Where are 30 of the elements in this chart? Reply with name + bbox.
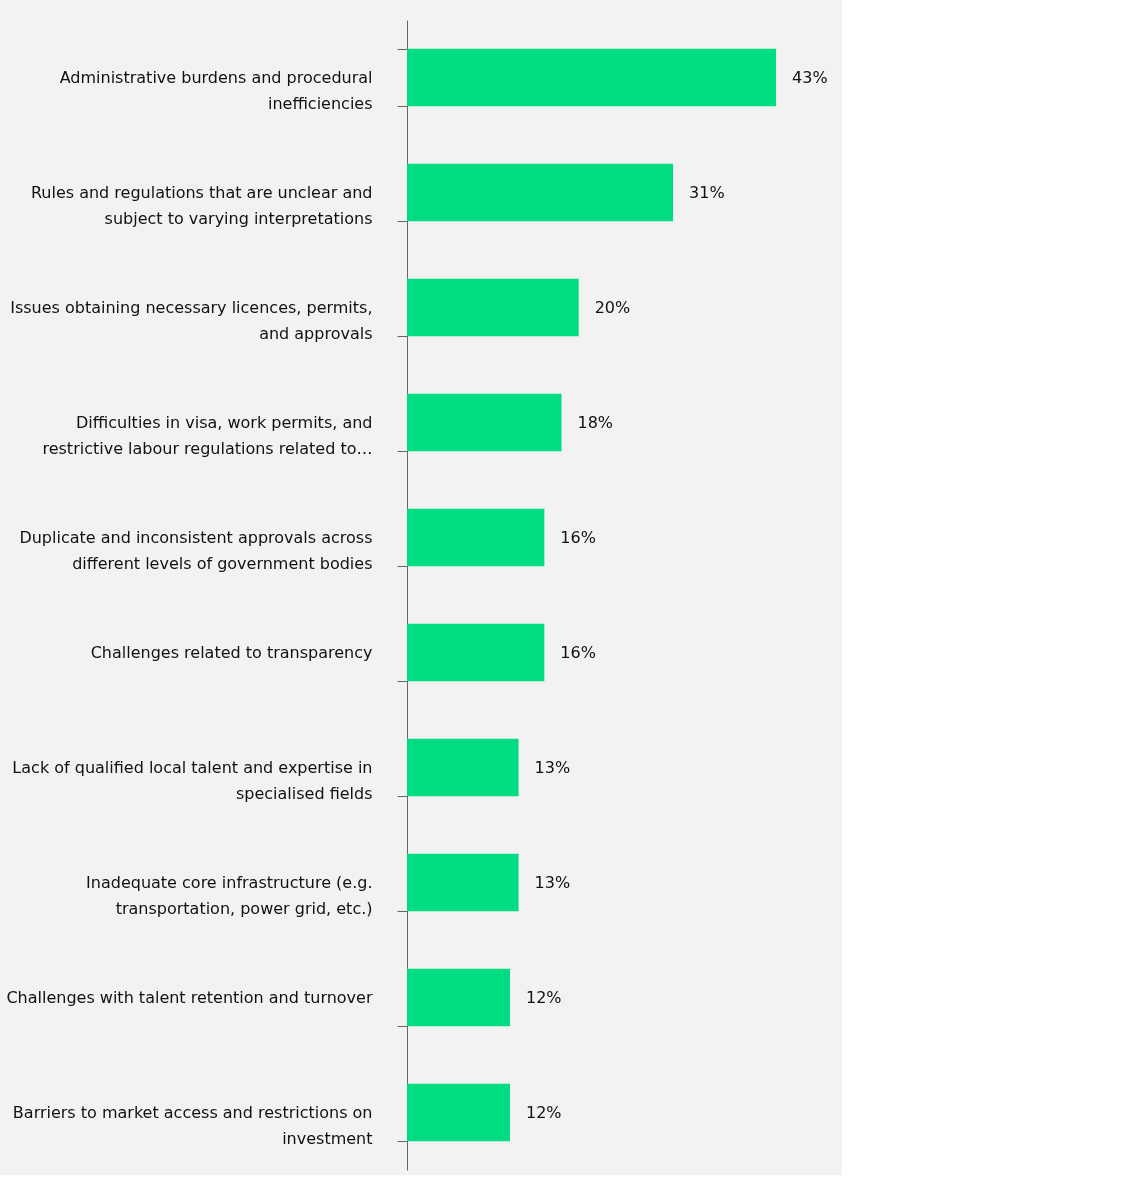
bar: [407, 278, 579, 337]
data-label: 20%: [594, 297, 631, 317]
y-tick-label: Barriers to market access and restrictions on investment: [12, 1103, 373, 1148]
data-label: 12%: [526, 987, 562, 1007]
y-tick-label: Administrative burdens and procedural inefficiencies: [59, 68, 373, 113]
data-label: 18%: [577, 412, 614, 432]
data-label: 43%: [792, 67, 828, 87]
bar: [407, 1083, 510, 1142]
bar: [407, 508, 545, 567]
bar: [407, 163, 674, 222]
data-label: 16%: [560, 642, 596, 662]
y-tick-label: Challenges with talent retention and turnover: [6, 988, 373, 1007]
y-tick-label: Inadequate core infrastructure (e.g. transportation, power grid, etc.): [86, 873, 373, 918]
bar: [407, 623, 545, 682]
y-tick-label: Difficulties in visa, work permits, and restrictive labour regulations related to…: [42, 413, 373, 458]
data-label: 13%: [534, 757, 571, 777]
y-tick-label: Duplicate and inconsistent approvals across different levels of government bodies: [19, 528, 373, 573]
y-tick-label: Issues obtaining necessary licences, permits, and approvals: [10, 298, 373, 343]
data-label: 16%: [560, 527, 596, 547]
data-label: 31%: [689, 182, 725, 202]
bar: [407, 48, 777, 107]
y-tick-label: Rules and regulations that are unclear and subject to varying interpretations: [30, 183, 373, 228]
bar: [407, 968, 510, 1027]
bar: [407, 393, 562, 452]
y-tick-label: Challenges related to transparency: [90, 643, 373, 662]
y-tick-label: Lack of qualified local talent and expertise in specialised fields: [12, 758, 373, 803]
data-label: 12%: [526, 1102, 562, 1122]
bar: [407, 738, 519, 797]
data-label: 13%: [534, 872, 571, 892]
bar: [407, 853, 519, 912]
